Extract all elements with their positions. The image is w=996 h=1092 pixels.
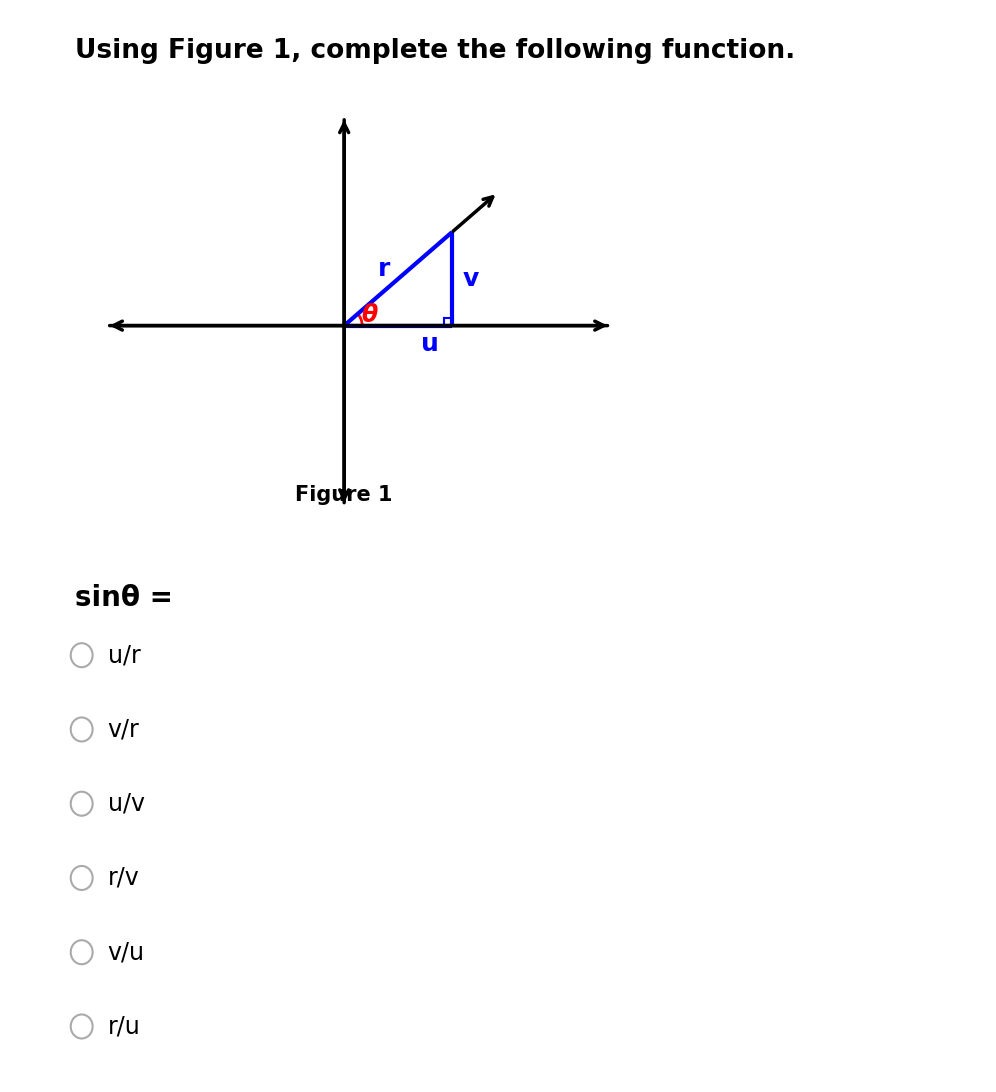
Text: v/u: v/u <box>108 940 144 964</box>
Text: Using Figure 1, complete the following function.: Using Figure 1, complete the following f… <box>75 38 795 64</box>
Text: sinθ =: sinθ = <box>75 584 172 613</box>
Text: r/v: r/v <box>108 866 139 890</box>
Text: r/u: r/u <box>108 1014 140 1038</box>
Text: v/r: v/r <box>108 717 139 741</box>
Text: u/r: u/r <box>108 643 140 667</box>
Text: u/v: u/v <box>108 792 144 816</box>
Text: v: v <box>463 266 479 290</box>
Text: u: u <box>421 332 438 356</box>
Text: Figure 1: Figure 1 <box>296 485 393 506</box>
Text: θ: θ <box>362 302 377 327</box>
Text: r: r <box>377 257 389 281</box>
